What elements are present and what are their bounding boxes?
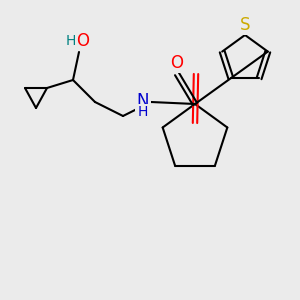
Text: O: O xyxy=(170,54,184,72)
Text: H: H xyxy=(66,34,76,48)
Text: H: H xyxy=(138,105,148,119)
Text: S: S xyxy=(240,16,250,34)
Text: O: O xyxy=(76,32,89,50)
Text: N: N xyxy=(137,92,149,110)
